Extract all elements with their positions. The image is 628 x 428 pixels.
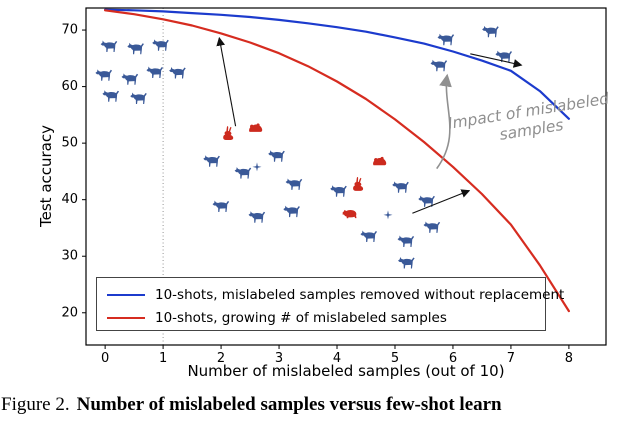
dog-icon — [130, 92, 147, 104]
dog-icon — [169, 67, 186, 79]
dog-icon — [430, 59, 448, 72]
sparkle-icon — [383, 210, 393, 220]
dog-icon — [360, 230, 378, 242]
y-axis-label: Test accuracy — [37, 125, 55, 227]
y-tick-label: 30 — [61, 249, 78, 264]
legend-item-removed: 10-shots, mislabeled samples removed wit… — [107, 283, 564, 306]
dog-icon — [152, 39, 169, 51]
x-tick-label: 3 — [275, 351, 283, 366]
figure-2-chart: 0 1 2 3 4 5 6 7 8 20 30 40 50 60 70 Test accuracy Numb… — [37, 7, 611, 380]
x-tick-label: 5 — [391, 351, 399, 366]
x-tick-label: 1 — [159, 351, 167, 366]
line-chart: 0 1 2 3 4 5 6 7 8 20 30 40 50 60 70 — [61, 7, 607, 366]
y-tick-label: 40 — [61, 192, 78, 207]
dog-icon — [330, 185, 347, 197]
dog-icon — [248, 211, 266, 223]
x-tick-label: 2 — [217, 351, 225, 366]
dog-icon — [392, 181, 409, 193]
caption-prefix: Figure 2. — [1, 394, 70, 415]
legend-label-removed: 10-shots, mislabeled samples removed wit… — [155, 286, 565, 303]
dog-icon — [127, 42, 144, 55]
curve-series-1 — [103, 9, 571, 313]
dog-icon — [283, 205, 300, 218]
y-tick-label: 70 — [61, 23, 78, 38]
frog-icon — [373, 156, 387, 166]
curve-series-0 — [103, 8, 571, 120]
dog-icon — [95, 69, 113, 81]
dog-icon — [100, 40, 118, 52]
caption-title: Number of mislabeled samples versus few-… — [76, 394, 502, 415]
sparkle-icon — [252, 162, 262, 172]
annotation-arrow — [216, 36, 237, 127]
rabbit-icon — [353, 177, 364, 191]
plot-border — [85, 7, 607, 346]
dog-icon — [482, 25, 499, 38]
dog-icon — [423, 221, 441, 233]
dog-icon — [203, 155, 220, 167]
y-tick-label: 20 — [61, 305, 78, 320]
dog-icon — [397, 235, 415, 247]
pig-icon — [342, 209, 357, 219]
impact-curved-arrow — [436, 73, 452, 170]
x-axis-label: Number of mislabeled samples (out of 10) — [187, 362, 505, 380]
dog-icon — [121, 73, 139, 85]
dog-icon — [285, 178, 303, 190]
dog-icon — [212, 200, 230, 212]
dog-icon — [268, 150, 285, 162]
x-tick-label: 6 — [449, 351, 457, 366]
legend-line-red — [107, 316, 145, 319]
dog-icon — [437, 33, 455, 46]
rabbit-icon — [223, 126, 234, 140]
x-tick-label: 4 — [333, 351, 341, 366]
x-tick-label: 8 — [565, 351, 573, 366]
y-tick-label: 60 — [61, 79, 78, 94]
dog-icon — [102, 90, 120, 102]
figure-caption: Figure 2. Number of mislabeled samples ve… — [0, 394, 628, 416]
annotation-arrow — [412, 189, 471, 214]
dog-icon — [398, 257, 415, 269]
dog-icon — [146, 66, 164, 78]
x-tick-label: 7 — [507, 351, 515, 366]
legend-label-growing: 10-shots, growing # of mislabeled sample… — [155, 309, 447, 326]
x-tick-label: 0 — [101, 351, 109, 366]
annotation-arrow — [470, 53, 523, 68]
legend: 10-shots, mislabeled samples removed wit… — [96, 277, 564, 331]
legend-item-growing: 10-shots, growing # of mislabeled sample… — [107, 306, 545, 329]
y-tick-label: 50 — [61, 136, 78, 151]
dog-icon — [234, 167, 252, 179]
legend-line-blue — [107, 293, 145, 296]
frog-icon — [249, 123, 263, 132]
